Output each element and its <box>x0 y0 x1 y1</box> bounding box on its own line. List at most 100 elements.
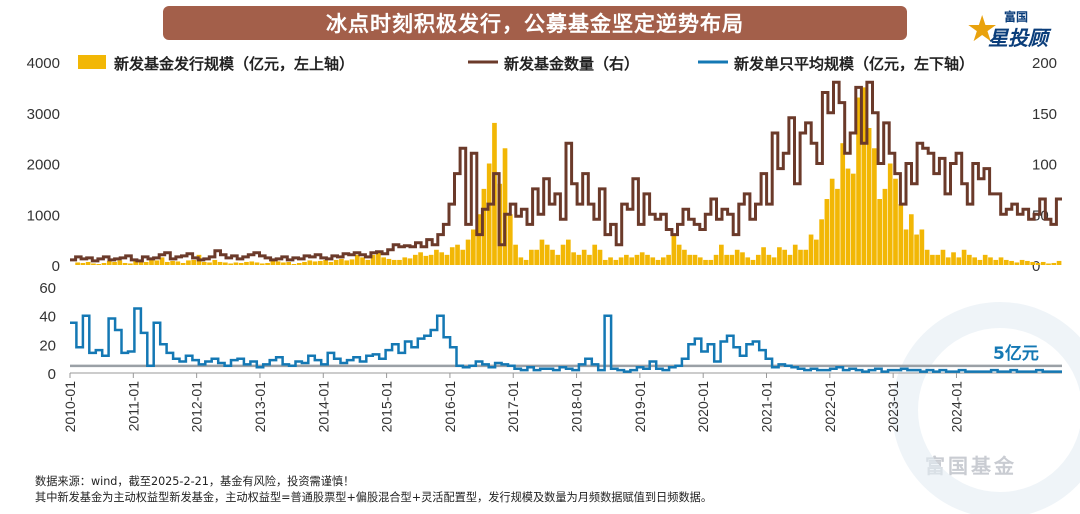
star-icon: ★ <box>966 9 999 50</box>
scale-bar <box>940 249 946 265</box>
scale-bar <box>476 214 481 265</box>
scale-bar <box>877 199 882 265</box>
scale-bar <box>223 262 228 265</box>
scale-bar <box>312 261 318 265</box>
scale-bar <box>85 261 91 265</box>
scale-bar <box>249 261 255 265</box>
watermark-circle <box>892 302 1080 514</box>
scale-bar <box>982 254 988 265</box>
scale-bar <box>333 259 339 265</box>
y-right-tick-label: 200 <box>1032 55 1057 72</box>
scale-bar <box>465 239 471 265</box>
scale-bar <box>339 258 344 265</box>
scale-bar <box>423 255 429 265</box>
scale-bar <box>555 254 561 265</box>
x-tick-label: 2015-01 <box>379 381 395 433</box>
scale-bar <box>117 260 123 265</box>
scale-bar <box>629 257 634 265</box>
scale-bar <box>270 260 276 265</box>
scale-bar <box>207 262 212 265</box>
scale-bar <box>1009 260 1014 265</box>
scale-bar <box>882 188 888 265</box>
reference-annotation: 5亿元 <box>993 343 1039 364</box>
scale-bar <box>412 254 418 265</box>
scale-bar <box>1019 259 1025 265</box>
y-left-tick-label: 0 <box>52 258 60 275</box>
scale-bar <box>798 249 803 265</box>
x-tick-label: 2021-01 <box>759 381 775 433</box>
scale-bar <box>143 261 149 265</box>
legend-swatch <box>78 55 106 69</box>
scale-bar <box>719 244 724 265</box>
scale-bar <box>428 254 434 265</box>
scale-bar <box>887 163 893 265</box>
scale-bar <box>777 247 782 265</box>
y-lower-tick-label: 40 <box>39 309 56 326</box>
scale-bar <box>175 261 181 265</box>
note-line-1: 数据来源：wind，截至2025-2-21，基金有风险，投资需谨慎！ <box>35 475 355 488</box>
scale-bar <box>872 148 877 265</box>
logo-top-text: 富国 <box>1004 10 1029 24</box>
scale-bar <box>96 263 102 265</box>
scale-bar <box>550 249 555 265</box>
scale-bar <box>608 257 613 265</box>
scale-bar <box>671 234 677 265</box>
scale-bar <box>191 259 197 265</box>
scale-bar <box>212 259 218 265</box>
scale-bar <box>281 262 286 265</box>
scale-bar <box>486 163 492 265</box>
scale-bar <box>460 249 466 265</box>
scale-bar <box>1046 263 1051 265</box>
brand-logo: ★ 富国 星投顾 <box>966 6 1066 50</box>
scale-bar <box>571 252 576 265</box>
scale-bar <box>138 260 144 265</box>
scale-bar <box>534 249 540 265</box>
scale-bar <box>866 127 872 265</box>
scale-bar <box>697 257 703 265</box>
scale-bar <box>397 259 402 265</box>
scale-bar <box>734 249 740 265</box>
scale-bar <box>660 257 666 265</box>
scale-bar <box>639 252 645 265</box>
scale-bar <box>481 188 487 265</box>
scale-bar <box>349 259 355 265</box>
scale-bar <box>956 257 962 265</box>
x-tick-label: 2018-01 <box>569 381 585 433</box>
scale-bar <box>170 260 175 265</box>
scale-bar <box>244 261 249 265</box>
legend-label: 新发基金数量（右） <box>504 55 639 73</box>
legend-label: 新发单只平均规模（亿元，左下轴） <box>734 55 974 73</box>
scale-bar <box>682 249 687 265</box>
x-tick-label: 2023-01 <box>885 381 901 433</box>
scale-bar <box>945 257 951 265</box>
scale-bar <box>180 262 186 265</box>
scale-bar <box>903 229 909 265</box>
scale-bar <box>502 148 508 265</box>
scale-bar <box>507 214 513 265</box>
x-tick-label: 2024-01 <box>948 381 964 433</box>
scale-bar <box>286 261 292 265</box>
avg-line <box>70 307 1062 373</box>
scale-bar <box>122 262 128 265</box>
scale-bar <box>930 254 935 265</box>
scale-bar <box>233 262 239 265</box>
scale-bar <box>645 254 650 265</box>
scale-bar <box>993 259 999 265</box>
scale-bar <box>602 259 608 265</box>
scale-bar <box>998 257 1004 265</box>
y-left-tick-label: 2000 <box>27 157 60 174</box>
scale-bar <box>613 259 619 265</box>
scale-bar <box>112 261 117 265</box>
scale-bar <box>850 173 856 265</box>
x-tick-label: 2010-01 <box>62 381 78 433</box>
scale-bar <box>624 254 629 265</box>
scale-bar <box>449 247 455 265</box>
scale-bar <box>687 254 693 265</box>
scale-bar <box>513 244 518 265</box>
scale-bar <box>729 254 735 265</box>
y-lower-tick-label: 0 <box>48 366 56 383</box>
scale-bar <box>238 262 244 265</box>
scale-bar <box>724 254 729 265</box>
scale-bar <box>819 219 824 265</box>
